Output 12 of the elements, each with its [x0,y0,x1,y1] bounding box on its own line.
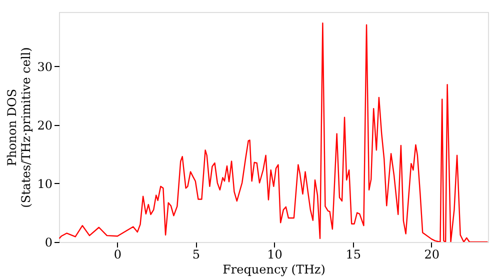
x-axis-title: Frequency (THz) [222,262,326,276]
y-tick-label: 30 [37,60,52,74]
y-tick-label: 10 [37,176,52,191]
x-tick-label: 10 [267,248,282,262]
x-tick-label: 15 [346,248,361,262]
x-tick-label: 20 [424,248,440,262]
line-series [59,22,488,242]
x-tick-label: 0 [114,248,122,262]
x-tick-label: 5 [192,248,200,262]
y-axis-title: Phonon DOS (States/THz·primitive cell) [5,47,34,208]
y-tick-label: 20 [37,118,52,132]
y-tick-label: 0 [44,236,52,250]
